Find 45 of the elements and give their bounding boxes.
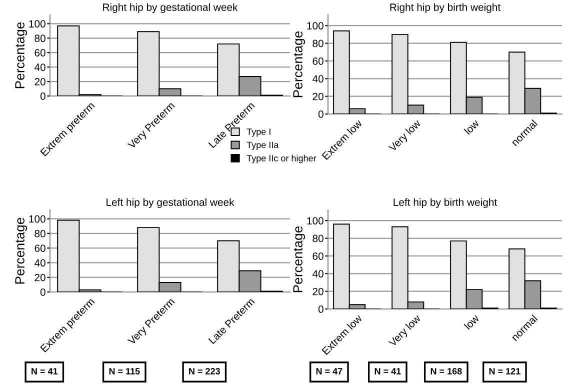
y-axis-title: Percentage [15, 218, 28, 284]
y-tick-label: 100 [307, 217, 324, 224]
legend-label: Type IIc or higher [246, 154, 316, 164]
y-tick-label: 60 [34, 244, 46, 252]
y-tick-label: 0 [318, 110, 324, 118]
y-tick-label: 80 [34, 230, 46, 238]
legend-label: Type IIa [246, 142, 279, 150]
text: N = 223 [189, 368, 220, 374]
y-tick-label: 20 [312, 288, 324, 296]
y-tick-label: 100 [29, 215, 46, 223]
y-tick-label: 80 [34, 34, 46, 42]
text: N = 121 [489, 368, 520, 374]
y-tick-label: 40 [312, 270, 324, 278]
y-tick-label: 0 [40, 92, 46, 100]
y-tick-label: 40 [34, 64, 46, 71]
y-tick-label: 100 [29, 20, 46, 28]
y-tick-label: 80 [312, 40, 324, 48]
y-tick-label: 20 [34, 78, 46, 86]
y-tick-label: 60 [312, 252, 324, 260]
x-tick-label: Very low [388, 118, 423, 154]
y-axis-title: Percentage [293, 31, 306, 98]
y-tick-label: 20 [312, 92, 324, 100]
y-tick-label: 100 [307, 22, 324, 30]
y-tick-label: 40 [34, 259, 46, 267]
y-tick-label: 20 [34, 274, 46, 282]
chart-title: Left hip by gestational week [106, 198, 234, 208]
y-tick-label: 80 [312, 234, 324, 242]
text: N = 41 [32, 368, 58, 374]
chart-title: Right hip by birth weight [390, 3, 501, 13]
y-tick-label: 0 [318, 306, 324, 313]
x-tick-label: Very low [388, 314, 423, 349]
y-tick-label: 60 [312, 57, 324, 65]
y-tick-label: 40 [312, 75, 324, 83]
x-tick-label: low [464, 314, 480, 330]
text: N = 168 [430, 368, 462, 374]
text: N = 115 [109, 368, 140, 374]
x-tick-label: low [464, 118, 480, 135]
chart-title: Right hip by gestational week [103, 3, 238, 13]
text: N = 47 [316, 368, 342, 374]
y-tick-label: 0 [40, 288, 46, 296]
chart-title: Left hip by birth weight [394, 198, 498, 208]
y-tick-label: 60 [34, 49, 46, 56]
text: N = 41 [374, 368, 401, 374]
y-axis-title: Percentage [293, 226, 306, 292]
y-axis-title: Percentage [15, 22, 28, 88]
